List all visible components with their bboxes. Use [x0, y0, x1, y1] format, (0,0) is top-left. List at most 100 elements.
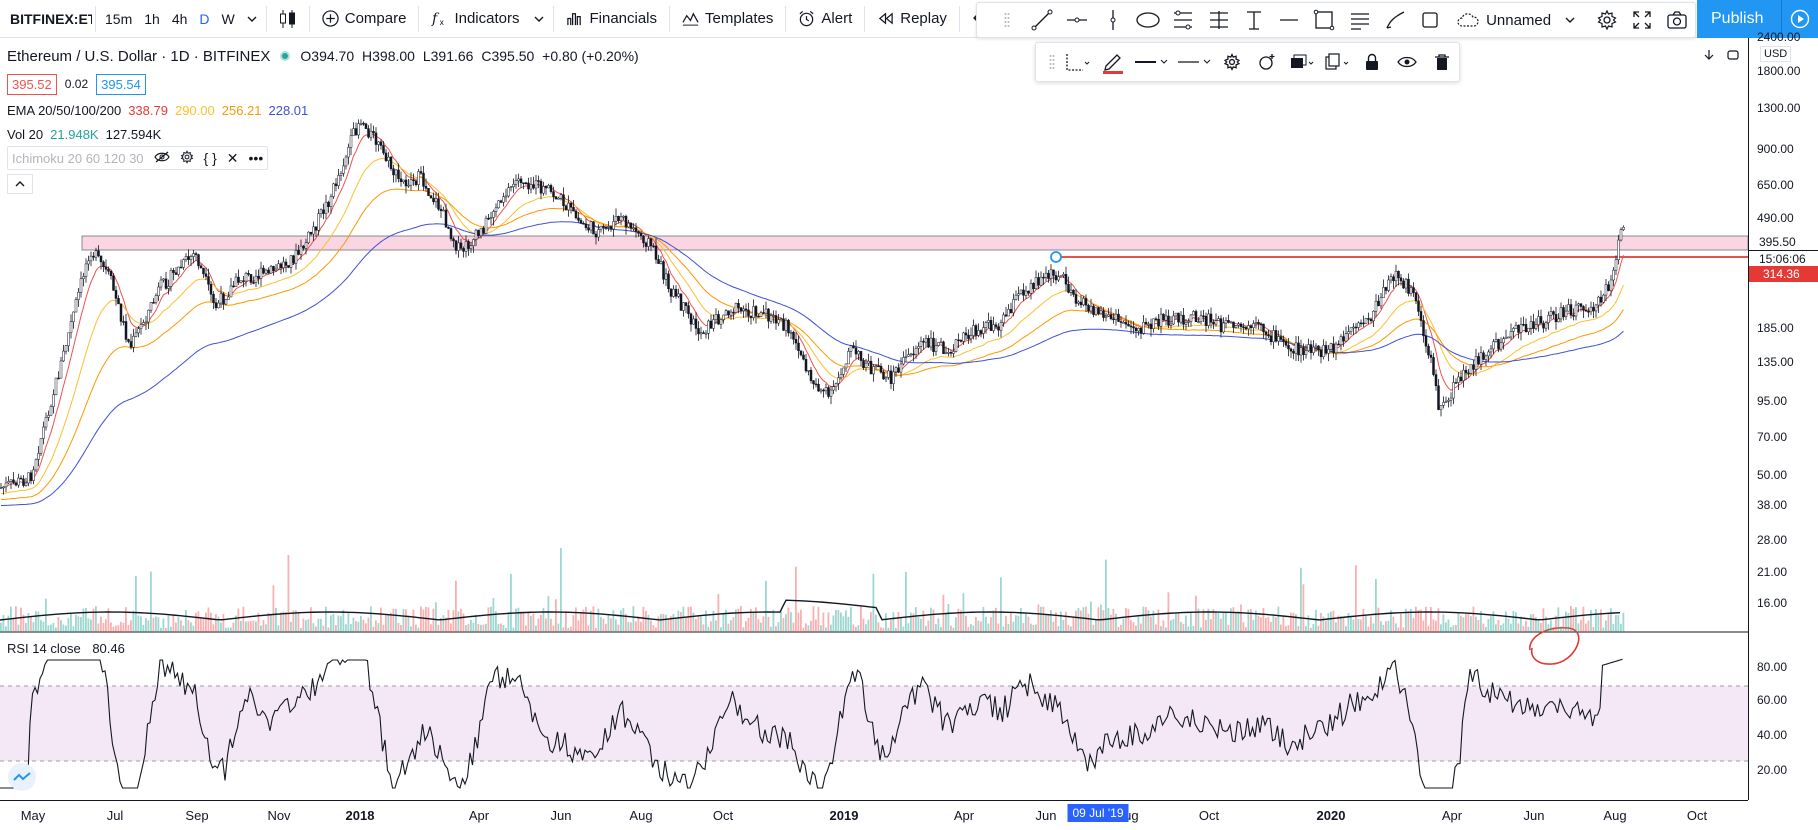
- resistance-zone[interactable]: [81, 235, 1748, 251]
- candle: [552, 186, 555, 202]
- reset-scale-button[interactable]: [1724, 46, 1742, 64]
- ray-tool[interactable]: [1272, 3, 1307, 37]
- tradingview-logo[interactable]: [8, 763, 36, 791]
- interval-d[interactable]: D: [199, 10, 210, 27]
- candle: [22, 475, 25, 488]
- candle: [542, 181, 545, 196]
- template-dropdown[interactable]: [1061, 43, 1096, 81]
- gear-icon[interactable]: [180, 149, 194, 167]
- publish-button[interactable]: Publish: [1697, 0, 1818, 38]
- indicators-dropdown[interactable]: [528, 0, 550, 38]
- time-scale[interactable]: May Jul Sep Nov 2018 Apr Jun Aug Oct 201…: [0, 800, 1748, 830]
- snapshot-button[interactable]: [1660, 3, 1695, 37]
- candle: [822, 388, 825, 398]
- compare-button[interactable]: Compare: [313, 0, 416, 38]
- more-icon[interactable]: •••: [248, 150, 264, 166]
- ellipse-tool[interactable]: [1130, 3, 1165, 37]
- candle: [84, 258, 88, 283]
- price-scale[interactable]: 2400.00 1800.00 1300.00 900.00 650.00 49…: [1748, 30, 1818, 800]
- trend-line-tool[interactable]: [1024, 3, 1059, 37]
- candle: [1342, 330, 1345, 347]
- candle: [1222, 317, 1225, 334]
- clone-button[interactable]: [1319, 43, 1354, 81]
- volume-bar: [642, 606, 645, 632]
- text-tool[interactable]: [1342, 3, 1377, 37]
- drag-handle[interactable]: [989, 3, 1024, 37]
- time-tick: Jun: [1035, 808, 1057, 823]
- line-color-button[interactable]: [1095, 43, 1130, 81]
- pitchfork-tool[interactable]: [1201, 3, 1236, 37]
- volume-bar: [1170, 620, 1172, 632]
- interval-4h[interactable]: 4h: [171, 10, 188, 27]
- symbol-search[interactable]: BITFINEX:ETHUSD: [10, 10, 92, 27]
- line-price-label[interactable]: 314.36: [1749, 266, 1818, 282]
- ema-legend[interactable]: EMA 20/50/100/200 338.79 290.00 256.21 2…: [7, 98, 643, 122]
- eye-off-icon[interactable]: [153, 150, 170, 166]
- chart-type-button[interactable]: [270, 0, 306, 38]
- ichimoku-legend[interactable]: Ichimoku 20 60 120 30 { } ✕ •••: [7, 146, 269, 170]
- line-anchor-handle[interactable]: [1050, 251, 1062, 263]
- horizontal-ray-tool[interactable]: [1060, 3, 1095, 37]
- interval-15m[interactable]: 15m: [105, 10, 133, 27]
- brush-tool[interactable]: [1377, 3, 1412, 37]
- candle: [257, 269, 260, 285]
- delete-button[interactable]: [1424, 43, 1459, 81]
- fullscreen-button[interactable]: [1624, 3, 1659, 37]
- layout-name-button[interactable]: Unnamed: [1448, 12, 1583, 29]
- candle: [1317, 345, 1320, 356]
- candle: [1344, 326, 1348, 343]
- parallel-channel-tool[interactable]: [1166, 3, 1201, 37]
- time-tick: Aug: [629, 808, 653, 823]
- collapse-legend-button[interactable]: [7, 174, 33, 194]
- drag-handle[interactable]: [1044, 43, 1061, 81]
- scroll-to-latest-button[interactable]: [1700, 46, 1718, 64]
- candle: [1204, 312, 1208, 333]
- series-title[interactable]: Ethereum / U.S. Dollar · 1D · BITFINEX: [7, 47, 271, 65]
- line-width-dropdown[interactable]: [1130, 43, 1172, 81]
- source-code-icon[interactable]: { }: [203, 150, 217, 166]
- close-icon[interactable]: ✕: [226, 149, 239, 166]
- alert-button[interactable]: Alert: [789, 0, 861, 38]
- sell-price[interactable]: 395.52: [7, 73, 57, 95]
- candle: [1092, 304, 1095, 318]
- lock-button[interactable]: [1354, 43, 1389, 81]
- drawing-settings-button[interactable]: [1215, 43, 1250, 81]
- replay-button[interactable]: Replay: [868, 0, 956, 38]
- volume-legend[interactable]: Vol 20 21.948K 127.594K: [7, 122, 643, 146]
- rectangle-tool[interactable]: [1307, 3, 1342, 37]
- volume-bar: [1025, 613, 1027, 632]
- interval-dropdown[interactable]: [241, 0, 263, 38]
- volume-bar: [1085, 606, 1087, 632]
- volume-bar: [1350, 617, 1352, 632]
- vertical-line-tool[interactable]: [1095, 3, 1130, 37]
- volume-bar: [325, 606, 327, 632]
- visual-order-button[interactable]: [1285, 43, 1320, 81]
- volume-bar: [1402, 627, 1405, 632]
- volume-bar: [1035, 624, 1037, 632]
- templates-label: Templates: [705, 10, 774, 27]
- publish-play-button[interactable]: [1781, 0, 1818, 38]
- line-style-dropdown[interactable]: [1173, 43, 1215, 81]
- volume-bar: [1055, 612, 1057, 632]
- rsi-legend[interactable]: RSI 14 close 80.46: [7, 641, 133, 656]
- square-tool[interactable]: [1413, 3, 1448, 37]
- interval-w[interactable]: W: [221, 10, 235, 27]
- financials-button[interactable]: Financials: [557, 0, 666, 38]
- rsi-circle-drawing[interactable]: [1529, 627, 1580, 665]
- volume-bar: [1007, 623, 1010, 632]
- currency-label[interactable]: USD: [1760, 46, 1792, 62]
- price-tick: 650.00: [1757, 178, 1794, 192]
- settings-button[interactable]: [1589, 3, 1624, 37]
- candle: [402, 179, 405, 184]
- chart-area[interactable]: [0, 38, 1748, 800]
- templates-button[interactable]: Templates: [673, 0, 782, 38]
- date-range-tool[interactable]: [1236, 3, 1271, 37]
- candle: [152, 298, 155, 304]
- hide-button[interactable]: [1389, 43, 1424, 81]
- buy-price[interactable]: 395.54: [96, 73, 146, 95]
- add-alert-button[interactable]: [1250, 43, 1285, 81]
- volume-bar: [495, 611, 497, 632]
- candle: [1459, 370, 1463, 383]
- interval-1h[interactable]: 1h: [144, 10, 160, 27]
